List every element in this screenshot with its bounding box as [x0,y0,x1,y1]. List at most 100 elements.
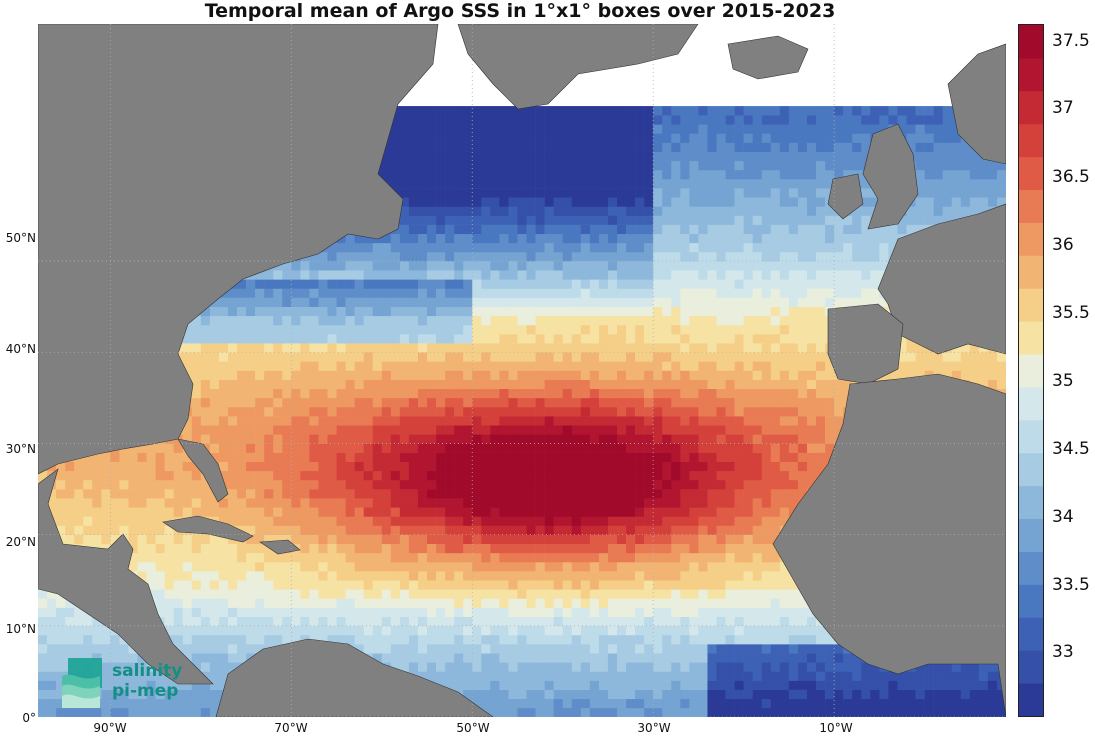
salinity-cell [246,406,256,417]
salinity-cell [598,288,609,298]
salinity-cell [517,543,527,554]
salinity-cell [607,115,618,125]
salinity-cell [436,534,446,545]
salinity-cell [626,388,636,399]
salinity-cell [327,543,337,554]
salinity-cell [454,625,464,636]
salinity-cell [698,516,708,526]
salinity-cell [445,397,455,408]
salinity-cell [246,279,256,289]
salinity-cell [209,416,220,426]
salinity-cell [698,416,708,426]
salinity-cell [680,343,690,353]
salinity-cell [255,543,265,554]
salinity-cell [427,279,437,289]
salinity-cell [436,634,446,645]
salinity-cell [200,416,211,426]
salinity-cell [571,644,582,654]
salinity-cell [445,288,455,298]
salinity-cell [562,343,573,353]
salinity-cell [408,334,419,344]
salinity-cell [499,598,509,608]
salinity-cell [535,634,545,645]
salinity-cell [47,489,57,499]
salinity-cell [653,151,663,162]
salinity-cell [74,507,84,517]
salinity-cell [671,425,681,435]
salinity-cell [336,634,346,645]
salinity-cell [291,461,301,472]
salinity-cell [399,653,410,663]
salinity-cell [490,370,500,380]
salinity-cell [716,215,726,225]
salinity-cell [671,561,681,572]
salinity-cell [336,251,346,262]
salinity-cell [607,352,618,362]
salinity-cell [571,343,582,353]
salinity-cell [607,534,618,545]
salinity-cell [291,370,301,380]
salinity-cell [499,589,509,599]
salinity-cell [273,534,283,545]
salinity-cell [200,616,211,627]
salinity-cell [74,653,84,663]
salinity-cell [200,306,211,317]
salinity-cell [381,616,392,627]
salinity-cell [399,142,410,152]
salinity-cell [689,644,699,654]
salinity-cell [454,571,464,581]
salinity-cell [218,662,229,672]
salinity-cell [544,507,554,517]
salinity-cell [218,616,229,627]
salinity-cell [671,698,681,709]
salinity-cell [56,662,66,672]
salinity-cell [707,279,717,289]
salinity-cell [598,653,609,663]
salinity-cell [662,452,672,462]
salinity-cell [571,288,582,298]
salinity-cell [644,425,654,435]
salinity-cell [381,379,392,390]
salinity-cell [662,625,672,636]
salinity-cell [544,534,554,545]
salinity-cell [589,279,600,289]
salinity-cell [246,370,256,380]
salinity-cell [580,406,591,417]
salinity-cell [689,589,699,599]
salinity-cell [246,397,256,408]
salinity-cell [716,680,726,690]
salinity-cell [526,452,536,462]
salinity-cell [408,343,419,353]
salinity-cell [725,370,735,380]
salinity-cell [616,662,627,672]
salinity-cell [173,534,184,545]
salinity-cell [535,206,545,216]
salinity-cell [644,169,654,180]
salinity-cell [490,324,500,335]
salinity-cell [499,124,509,134]
salinity-cell [454,343,464,353]
salinity-cell [182,707,193,717]
salinity-cell [454,215,464,225]
salinity-cell [680,334,690,344]
salinity-cell [119,662,129,672]
salinity-cell [218,580,229,590]
salinity-cell [218,625,229,636]
salinity-cell [110,461,120,472]
salinity-cell [571,379,582,390]
salinity-cell [535,288,545,298]
salinity-cell [508,334,518,344]
salinity-cell [662,197,672,207]
salinity-cell [662,589,672,599]
salinity-cell [445,434,455,444]
salinity-cell [354,361,364,371]
salinity-cell [598,671,609,681]
salinity-cell [571,352,582,362]
salinity-cell [607,388,618,399]
salinity-cell [607,197,618,207]
salinity-cell [707,434,717,444]
salinity-cell [671,644,681,654]
salinity-cell [427,416,437,426]
salinity-cell [445,142,455,152]
salinity-cell [300,334,310,344]
